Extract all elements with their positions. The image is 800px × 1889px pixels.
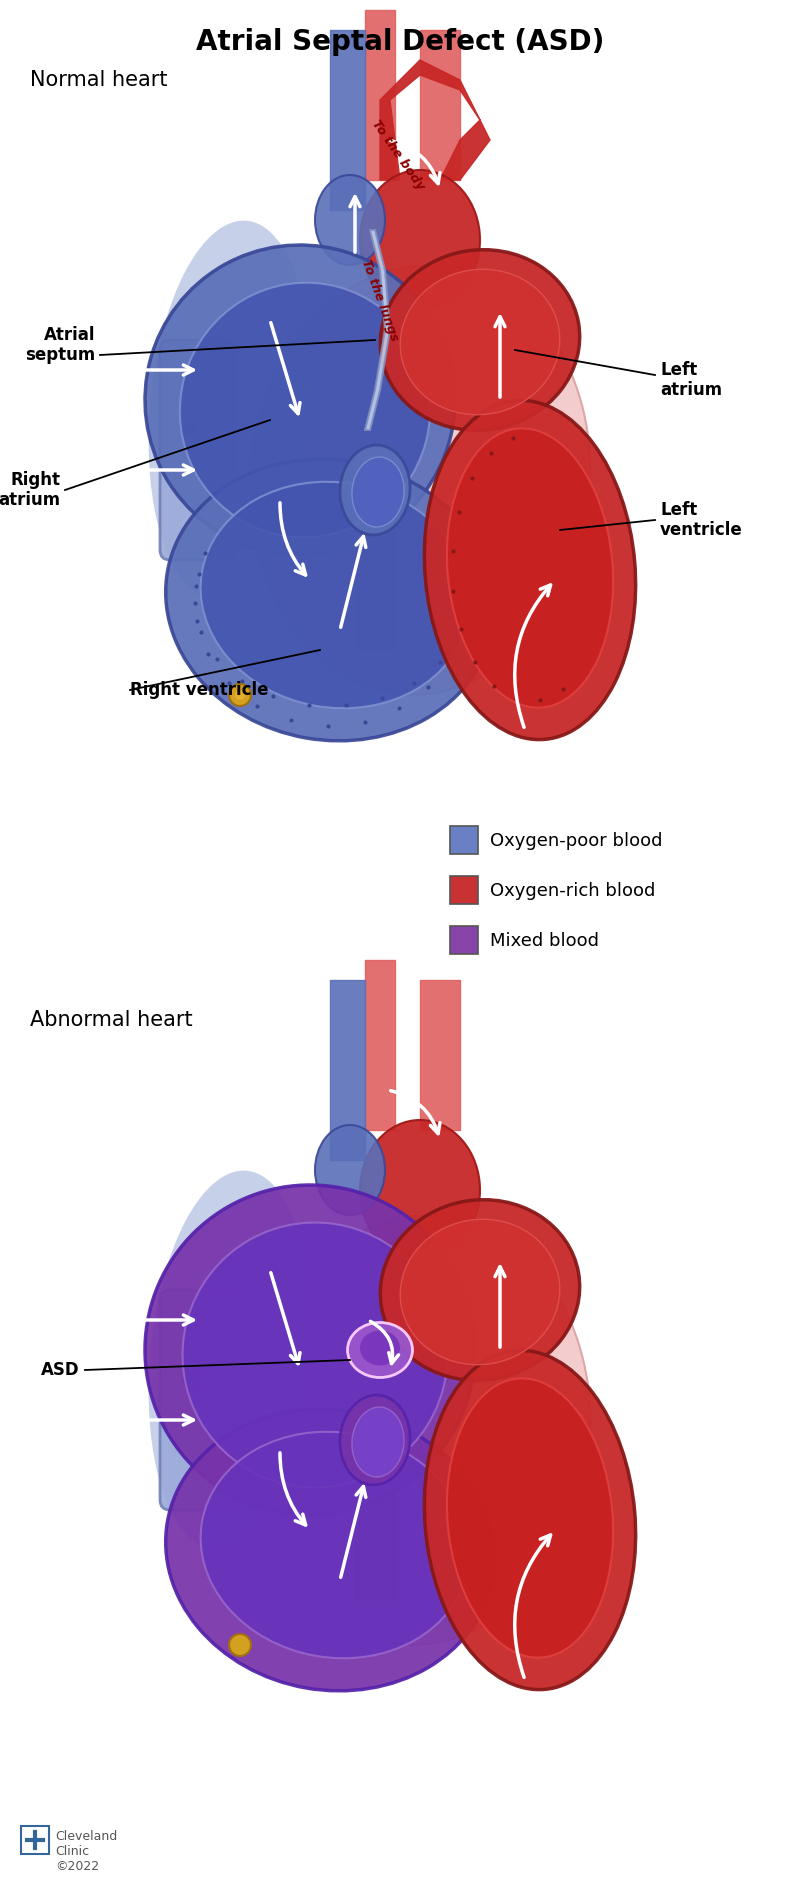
Polygon shape (355, 1479, 395, 1600)
Ellipse shape (447, 429, 613, 708)
Text: ASD: ASD (42, 1360, 80, 1379)
FancyBboxPatch shape (160, 340, 235, 559)
Polygon shape (365, 960, 395, 1130)
Ellipse shape (149, 221, 311, 599)
Ellipse shape (340, 1396, 410, 1485)
Ellipse shape (250, 264, 590, 695)
FancyBboxPatch shape (160, 1290, 235, 1509)
FancyBboxPatch shape (450, 876, 478, 905)
Text: Right
atrium: Right atrium (0, 470, 60, 510)
Ellipse shape (166, 1409, 494, 1691)
Ellipse shape (229, 1634, 251, 1657)
FancyBboxPatch shape (450, 825, 478, 854)
Ellipse shape (380, 249, 580, 431)
Text: Left
atrium: Left atrium (660, 361, 722, 399)
Ellipse shape (352, 457, 404, 527)
Ellipse shape (201, 1432, 470, 1659)
Polygon shape (365, 9, 395, 179)
Text: Oxygen-poor blood: Oxygen-poor blood (490, 831, 662, 850)
Text: Right ventricle: Right ventricle (130, 682, 269, 699)
Ellipse shape (201, 482, 470, 708)
Text: Mixed blood: Mixed blood (490, 931, 599, 950)
Ellipse shape (447, 1379, 613, 1659)
Text: Oxygen-rich blood: Oxygen-rich blood (490, 882, 655, 899)
Polygon shape (420, 30, 460, 179)
Ellipse shape (360, 1120, 480, 1260)
Ellipse shape (400, 270, 560, 416)
Ellipse shape (360, 170, 480, 310)
Polygon shape (380, 60, 490, 179)
Ellipse shape (166, 459, 494, 740)
Ellipse shape (145, 1184, 475, 1515)
Text: Atrial
septum: Atrial septum (25, 325, 95, 365)
Ellipse shape (315, 1126, 385, 1215)
Text: To the lungs: To the lungs (359, 257, 401, 342)
Polygon shape (355, 531, 395, 650)
Ellipse shape (424, 1351, 636, 1689)
Ellipse shape (235, 689, 245, 701)
Polygon shape (330, 980, 365, 1160)
Ellipse shape (250, 1215, 590, 1645)
Ellipse shape (380, 1200, 580, 1381)
Text: Normal heart: Normal heart (30, 70, 167, 91)
Text: To the body: To the body (369, 117, 427, 193)
Ellipse shape (400, 1218, 560, 1364)
Ellipse shape (347, 1322, 413, 1377)
Ellipse shape (180, 283, 430, 536)
Ellipse shape (424, 400, 636, 740)
Text: Atrial Septal Defect (ASD): Atrial Septal Defect (ASD) (196, 28, 604, 57)
Text: Abnormal heart: Abnormal heart (30, 1011, 193, 1030)
Ellipse shape (145, 246, 455, 555)
Ellipse shape (315, 176, 385, 264)
Polygon shape (330, 30, 365, 210)
Text: Left
ventricle: Left ventricle (660, 501, 742, 540)
Text: Cleveland
Clinic
©2022: Cleveland Clinic ©2022 (55, 1830, 118, 1874)
Polygon shape (420, 980, 460, 1130)
Ellipse shape (181, 421, 199, 438)
Ellipse shape (181, 1371, 199, 1388)
Ellipse shape (182, 1222, 447, 1487)
FancyBboxPatch shape (450, 926, 478, 954)
Ellipse shape (360, 1330, 400, 1366)
Polygon shape (365, 230, 390, 431)
Ellipse shape (340, 446, 410, 535)
Ellipse shape (229, 684, 251, 706)
Ellipse shape (352, 1407, 404, 1477)
Ellipse shape (149, 1171, 311, 1549)
